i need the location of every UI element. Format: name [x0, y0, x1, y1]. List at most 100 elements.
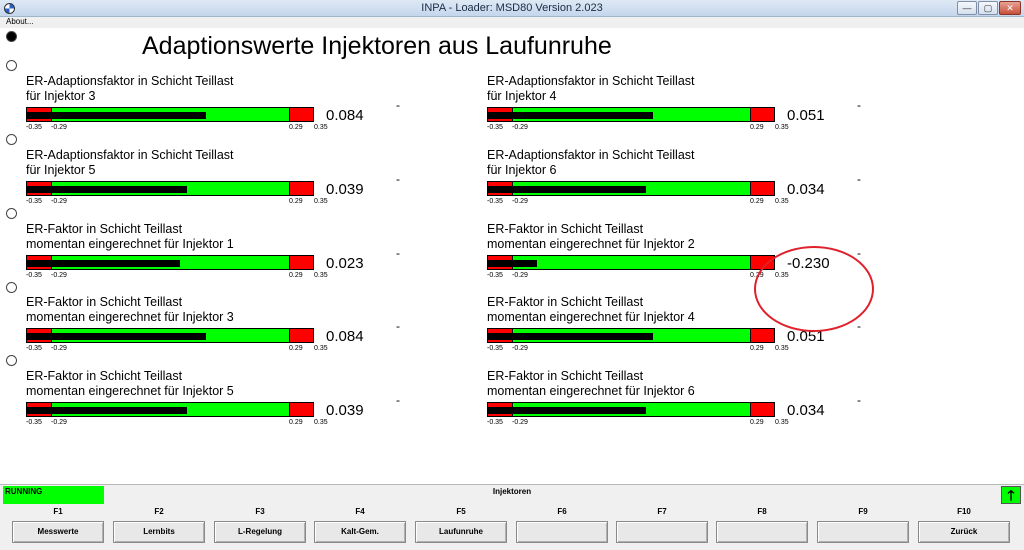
measurement-block: ER-Faktor in Schicht Teillast momentan ei…	[26, 222, 446, 292]
tick-hi: 0.29	[750, 419, 764, 426]
bar-fill	[488, 260, 538, 267]
tick-lo: -0.29	[512, 272, 528, 279]
tick-hi: 0.29	[750, 124, 764, 131]
measurement-label: ER-Adaptionsfaktor in Schicht Teillast	[26, 74, 234, 88]
section-label: Injektoren	[492, 487, 532, 496]
tick-max: 0.35	[775, 345, 789, 352]
measurement-sublabel: momentan eingerechnet für Injektor 5	[26, 384, 234, 398]
screen-radio-2[interactable]	[6, 60, 17, 71]
highlight-circle	[754, 246, 874, 332]
measurement-value: 0.034	[787, 402, 825, 419]
bar-upper-limit	[750, 182, 774, 195]
fkey-label-f4: F4	[355, 507, 365, 516]
value-bar	[26, 402, 314, 417]
main-canvas: Adaptionswerte Injektoren aus Laufunruhe…	[2, 28, 1020, 484]
minimize-button[interactable]: —	[957, 1, 977, 15]
measurement-unit: -	[857, 319, 861, 333]
tick-lo: -0.29	[512, 345, 528, 352]
value-bar	[487, 328, 775, 343]
close-button[interactable]: ✕	[999, 1, 1021, 15]
fkey-button-f6[interactable]	[516, 521, 608, 543]
screen-radio-6[interactable]	[6, 355, 17, 366]
tick-min: -0.35	[26, 272, 42, 279]
measurement-block: ER-Faktor in Schicht Teillast momentan ei…	[487, 369, 907, 439]
fkey-button-f7[interactable]	[616, 521, 708, 543]
measurement-block: ER-Faktor in Schicht Teillast momentan ei…	[26, 295, 446, 365]
tick-max: 0.35	[314, 345, 328, 352]
tick-max: 0.35	[775, 419, 789, 426]
measurement-label: ER-Faktor in Schicht Teillast	[487, 369, 644, 383]
bar-fill	[488, 407, 646, 414]
fkey-label-f8: F8	[757, 507, 767, 516]
tick-max: 0.35	[314, 198, 328, 205]
value-bar	[26, 107, 314, 122]
value-bar	[487, 181, 775, 196]
bar-fill	[27, 407, 188, 414]
measurement-label: ER-Faktor in Schicht Teillast	[26, 222, 183, 236]
bar-upper-limit	[289, 329, 313, 342]
measurement-value: 0.039	[326, 181, 364, 198]
measurement-sublabel: momentan eingerechnet für Injektor 6	[487, 384, 695, 398]
tick-hi: 0.29	[289, 198, 303, 205]
status-bar: RUNNING Injektoren 🡑 F1 Messwerte F2 Lernbi…	[0, 484, 1024, 550]
screen-radio-4[interactable]	[6, 208, 17, 219]
bar-fill	[27, 186, 188, 193]
measurement-value: 0.034	[787, 181, 825, 198]
measurement-unit: -	[857, 246, 861, 260]
fkey-button-f8[interactable]	[716, 521, 808, 543]
bmw-logo-icon	[4, 3, 15, 14]
measurement-sublabel: momentan eingerechnet für Injektor 3	[26, 310, 234, 324]
fkey-button-f10[interactable]: Zurück	[918, 521, 1010, 543]
measurement-block: ER-Adaptionsfaktor in Schicht Teillast fü…	[26, 148, 446, 218]
fkey-button-f9[interactable]	[817, 521, 909, 543]
fkey-button-f3[interactable]: L-Regelung	[214, 521, 306, 543]
tick-hi: 0.29	[289, 272, 303, 279]
measurement-unit: -	[396, 393, 400, 407]
measurement-sublabel: für Injektor 5	[26, 163, 96, 177]
maximize-button[interactable]: ▢	[978, 1, 998, 15]
measurement-unit: -	[857, 172, 861, 186]
fkey-button-f5[interactable]: Laufunruhe	[415, 521, 507, 543]
fkey-button-f4[interactable]: Kalt-Gem.	[314, 521, 406, 543]
measurement-block: ER-Faktor in Schicht Teillast momentan ei…	[26, 369, 446, 439]
bar-fill	[488, 333, 653, 340]
measurement-label: ER-Faktor in Schicht Teillast	[487, 222, 644, 236]
screen-radio-1[interactable]	[6, 31, 17, 42]
tick-lo: -0.29	[51, 198, 67, 205]
window-title: INPA - Loader: MSD80 Version 2.023	[421, 2, 603, 14]
value-bar	[487, 402, 775, 417]
menu-about[interactable]: About...	[6, 17, 34, 26]
running-indicator: RUNNING	[3, 486, 104, 504]
measurement-sublabel: momentan eingerechnet für Injektor 4	[487, 310, 695, 324]
measurement-value: 0.051	[787, 107, 825, 124]
fkey-button-f1[interactable]: Messwerte	[12, 521, 104, 543]
tick-min: -0.35	[487, 345, 503, 352]
fkey-label-f6: F6	[557, 507, 567, 516]
value-bar	[26, 255, 314, 270]
menu-bar: About...	[0, 17, 1024, 28]
tick-min: -0.35	[26, 198, 42, 205]
page-title: Adaptionswerte Injektoren aus Laufunruhe	[142, 32, 612, 60]
bar-upper-limit	[750, 329, 774, 342]
fkey-button-f2[interactable]: Lernbits	[113, 521, 205, 543]
measurement-block: ER-Adaptionsfaktor in Schicht Teillast fü…	[26, 74, 446, 144]
measurement-unit: -	[857, 98, 861, 112]
tick-lo: -0.29	[512, 419, 528, 426]
tick-min: -0.35	[26, 419, 42, 426]
value-bar	[487, 107, 775, 122]
screen-radio-3[interactable]	[6, 134, 17, 145]
up-arrow-icon[interactable]: 🡑	[1001, 486, 1021, 504]
tick-lo: -0.29	[51, 419, 67, 426]
tick-min: -0.35	[487, 272, 503, 279]
tick-hi: 0.29	[289, 345, 303, 352]
bar-upper-limit	[750, 108, 774, 121]
tick-hi: 0.29	[289, 124, 303, 131]
fkey-label-f2: F2	[154, 507, 164, 516]
tick-min: -0.35	[26, 124, 42, 131]
fkey-label-f5: F5	[456, 507, 466, 516]
tick-lo: -0.29	[51, 345, 67, 352]
tick-lo: -0.29	[512, 124, 528, 131]
value-bar	[26, 328, 314, 343]
screen-radio-5[interactable]	[6, 282, 17, 293]
measurement-unit: -	[396, 246, 400, 260]
